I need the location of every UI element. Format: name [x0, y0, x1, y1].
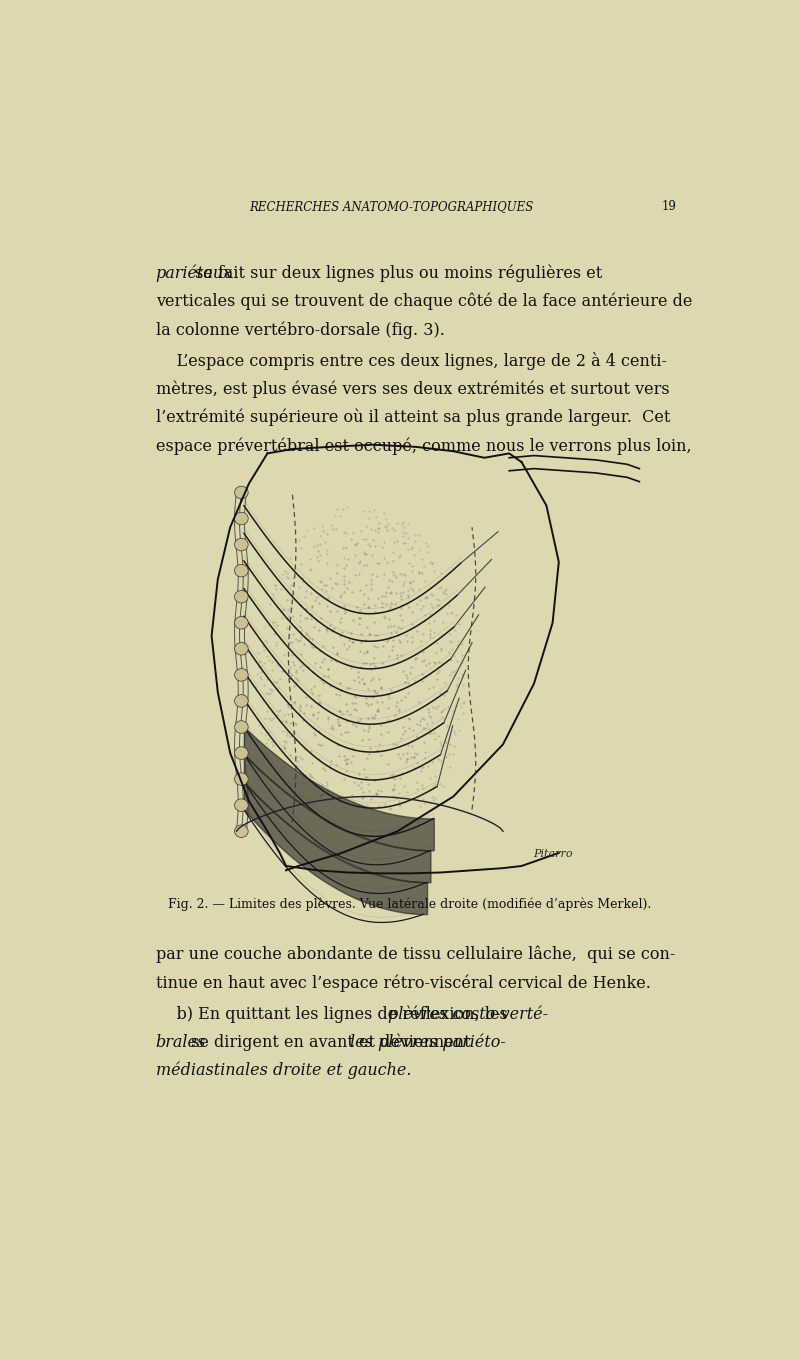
Ellipse shape [234, 669, 248, 681]
Ellipse shape [234, 617, 248, 629]
Text: se fait sur deux lignes plus ou moins régulières et: se fait sur deux lignes plus ou moins ré… [195, 265, 602, 283]
Text: verticales qui se trouvent de chaque côté de la face antérieure de: verticales qui se trouvent de chaque côt… [156, 292, 692, 310]
Text: pariétaux: pariétaux [156, 265, 233, 283]
Text: plèvres costo-verté-: plèvres costo-verté- [388, 1006, 548, 1023]
Text: brales: brales [156, 1034, 206, 1051]
Text: la colonne vertébro-dorsale (fig. 3).: la colonne vertébro-dorsale (fig. 3). [156, 321, 445, 338]
Ellipse shape [234, 512, 248, 525]
Ellipse shape [234, 747, 248, 760]
Ellipse shape [234, 590, 248, 603]
Text: par une couche abondante de tissu cellulaire lâche,  qui se con-: par une couche abondante de tissu cellul… [156, 946, 675, 964]
Text: Fig. 2. — Limites des plèvres. Vue latérale droite (modifiée d’après Merkel).: Fig. 2. — Limites des plèvres. Vue latér… [168, 898, 652, 911]
Ellipse shape [234, 538, 248, 550]
Text: tinue en haut avec l’espace rétro-viscéral cervical de Henke.: tinue en haut avec l’espace rétro-viscér… [156, 974, 650, 992]
Text: médiastinales droite et gauche.: médiastinales droite et gauche. [156, 1061, 411, 1079]
Text: se dirigent en avant et deviennent: se dirigent en avant et deviennent [186, 1034, 476, 1051]
Text: l’extrémité supérieure où il atteint sa plus grande largeur.  Cet: l’extrémité supérieure où il atteint sa … [156, 409, 670, 427]
Text: RECHERCHES ANATOMO-TOPOGRAPHIQUES: RECHERCHES ANATOMO-TOPOGRAPHIQUES [250, 200, 534, 213]
Text: Pitarro: Pitarro [533, 849, 573, 859]
Ellipse shape [234, 799, 248, 811]
Text: mètres, est plus évasé vers ses deux extrémités et surtout vers: mètres, est plus évasé vers ses deux ext… [156, 381, 670, 398]
Ellipse shape [234, 720, 248, 734]
Text: les plèvres pariéto-: les plèvres pariéto- [350, 1034, 506, 1052]
Ellipse shape [234, 487, 248, 499]
Ellipse shape [234, 825, 248, 837]
Ellipse shape [234, 643, 248, 655]
Text: 19: 19 [662, 200, 677, 213]
Text: b) En quittant les lignes de réflexion, les: b) En quittant les lignes de réflexion, … [156, 1006, 513, 1023]
Ellipse shape [234, 773, 248, 786]
Ellipse shape [234, 694, 248, 707]
Text: espace prévertébral est occupé, comme nous le verrons plus loin,: espace prévertébral est occupé, comme no… [156, 438, 691, 455]
Ellipse shape [234, 564, 248, 578]
Text: L’espace compris entre ces deux lignes, large de 2 à 4 centi-: L’espace compris entre ces deux lignes, … [156, 352, 666, 371]
